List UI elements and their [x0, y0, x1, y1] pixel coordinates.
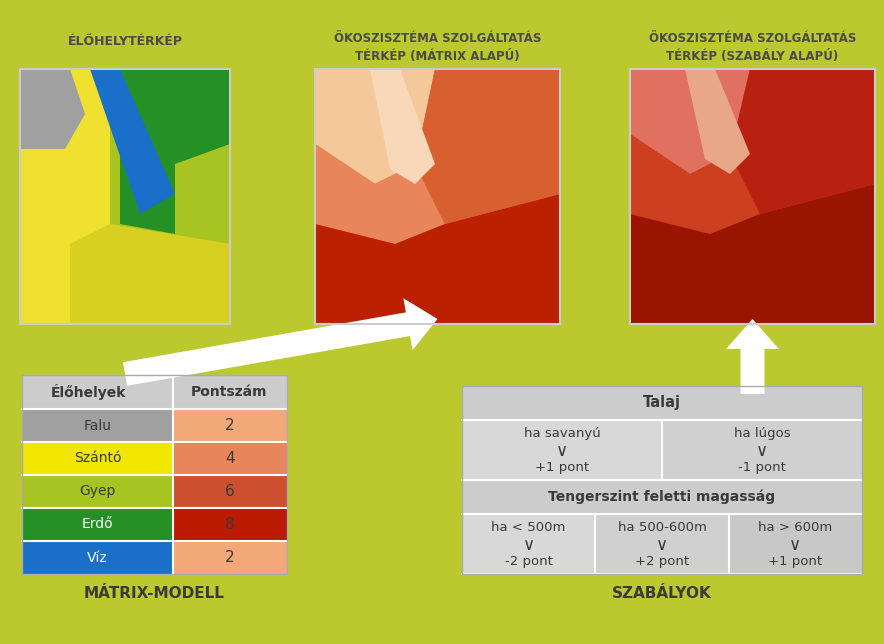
Bar — [462, 480, 862, 514]
Text: Szántó: Szántó — [73, 451, 121, 466]
Text: 2: 2 — [225, 418, 235, 433]
Polygon shape — [120, 69, 175, 234]
Text: ha lúgos: ha lúgos — [734, 427, 790, 440]
Bar — [462, 514, 595, 574]
Bar — [173, 409, 287, 442]
Bar — [173, 442, 287, 475]
Bar — [173, 475, 287, 508]
Text: SZABÁLYOK: SZABÁLYOK — [612, 587, 712, 601]
Polygon shape — [90, 69, 175, 214]
Text: Gyep: Gyep — [80, 484, 116, 498]
Polygon shape — [20, 69, 100, 214]
Bar — [22, 442, 173, 475]
Text: +2 pont: +2 pont — [635, 556, 689, 569]
Polygon shape — [630, 69, 750, 174]
Text: Erdő: Erdő — [81, 518, 113, 531]
Bar — [22, 475, 173, 508]
Bar — [173, 508, 287, 541]
Bar — [22, 375, 287, 574]
Bar — [595, 514, 728, 574]
Polygon shape — [630, 134, 760, 234]
Text: ha < 500m: ha < 500m — [492, 521, 566, 534]
Bar — [20, 69, 230, 324]
Text: ∨: ∨ — [556, 442, 568, 460]
FancyArrow shape — [123, 298, 438, 386]
Polygon shape — [415, 69, 560, 224]
Text: 8: 8 — [225, 517, 235, 532]
Polygon shape — [315, 144, 445, 244]
Polygon shape — [630, 184, 875, 324]
Text: ÖKOSZISZTÉMA SZOLGÁLTATÁS
TÉRKÉP (MÁTRIX ALAPÚ): ÖKOSZISZTÉMA SZOLGÁLTATÁS TÉRKÉP (MÁTRIX… — [334, 32, 541, 62]
Bar — [630, 69, 875, 324]
Text: Élőhelyek: Élőhelyek — [50, 384, 126, 400]
Text: Pontszám: Pontszám — [190, 385, 267, 399]
Text: ∨: ∨ — [656, 536, 668, 554]
Bar — [20, 69, 230, 324]
Text: 4: 4 — [225, 451, 235, 466]
Bar — [728, 514, 862, 574]
Text: MÁTRIX-MODELL: MÁTRIX-MODELL — [84, 587, 225, 601]
Text: Tengerszint feletti magasság: Tengerszint feletti magasság — [548, 489, 775, 504]
Text: Falu: Falu — [83, 419, 111, 433]
Polygon shape — [20, 69, 85, 149]
Bar — [22, 541, 173, 574]
Bar — [22, 409, 173, 442]
Polygon shape — [20, 69, 115, 129]
Text: -2 pont: -2 pont — [505, 556, 552, 569]
Text: ÖKOSZISZTÉMA SZOLGÁLTATÁS
TÉRKÉP (SZABÁLY ALAPÚ): ÖKOSZISZTÉMA SZOLGÁLTATÁS TÉRKÉP (SZABÁL… — [649, 32, 857, 62]
Bar — [662, 420, 862, 480]
Polygon shape — [315, 69, 435, 184]
Polygon shape — [315, 194, 560, 324]
Text: Talaj: Talaj — [643, 395, 681, 410]
Polygon shape — [70, 224, 230, 324]
Text: ∨: ∨ — [522, 536, 535, 554]
Text: ha > 600m: ha > 600m — [758, 521, 833, 534]
Bar — [22, 508, 173, 541]
Text: ∨: ∨ — [756, 442, 768, 460]
Polygon shape — [110, 69, 230, 244]
Text: ∨: ∨ — [789, 536, 802, 554]
Text: +1 pont: +1 pont — [768, 556, 822, 569]
Bar — [462, 420, 662, 480]
Bar — [22, 375, 287, 574]
Text: ha savanyú: ha savanyú — [523, 427, 600, 440]
Text: Víz: Víz — [88, 551, 108, 565]
Polygon shape — [175, 69, 230, 164]
Text: 6: 6 — [225, 484, 235, 499]
Bar — [630, 69, 875, 324]
Text: -1 pont: -1 pont — [738, 462, 786, 475]
Text: 2: 2 — [225, 550, 235, 565]
Bar — [462, 386, 862, 574]
Bar — [315, 69, 560, 324]
Bar — [462, 386, 862, 574]
Bar — [315, 69, 560, 324]
Bar — [462, 386, 862, 420]
Polygon shape — [685, 69, 750, 174]
FancyArrow shape — [726, 319, 779, 394]
Text: +1 pont: +1 pont — [535, 462, 589, 475]
Bar — [173, 541, 287, 574]
Bar — [22, 375, 287, 409]
Text: ÉLŐHELYTÉRKÉP: ÉLŐHELYTÉRKÉP — [67, 35, 182, 48]
Polygon shape — [730, 69, 875, 214]
Text: ha 500-600m: ha 500-600m — [618, 521, 706, 534]
Polygon shape — [370, 69, 435, 184]
